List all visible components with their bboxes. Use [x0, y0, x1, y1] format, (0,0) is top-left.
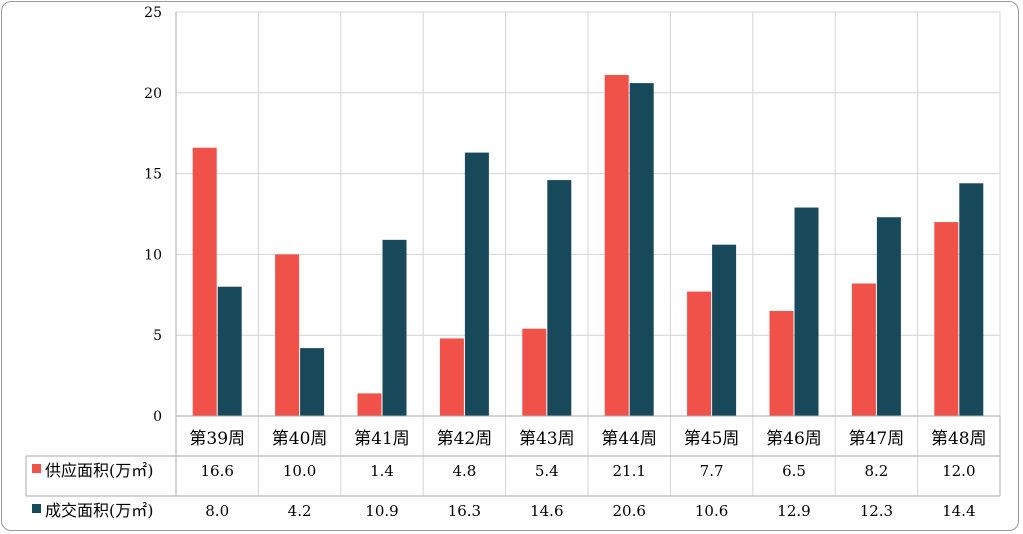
- bar-supply: [687, 291, 712, 416]
- y-tick-label: 10: [144, 247, 162, 263]
- y-tick-label: 5: [153, 328, 162, 344]
- table-value: 1.4: [370, 462, 394, 480]
- bar-transaction: [876, 217, 901, 416]
- x-tick-label: 第42周: [437, 429, 493, 449]
- table-value: 8.0: [205, 502, 229, 520]
- table-value: 4.2: [288, 502, 312, 520]
- axis-layer: 0 5 10 15 20 25: [144, 5, 1000, 425]
- table-value: 5.4: [535, 462, 559, 480]
- bar-transaction: [794, 207, 819, 416]
- x-tick-label: 第41周: [354, 429, 410, 449]
- bar-supply: [604, 75, 629, 417]
- bar-transaction: [959, 183, 984, 416]
- table-value: 8.2: [864, 462, 888, 480]
- legend-label: 成交面积(万㎡): [45, 501, 154, 520]
- y-tick-label: 25: [144, 5, 162, 21]
- table-value: 7.7: [700, 462, 724, 480]
- bar-transaction: [382, 239, 407, 416]
- table-value: 14.4: [942, 502, 975, 520]
- legend-label: 供应面积(万㎡): [45, 461, 154, 480]
- legend-key-supply: [32, 464, 41, 473]
- x-tick-label: 第39周: [189, 429, 245, 449]
- table-value: 10.0: [283, 462, 316, 480]
- y-tick-label: 15: [144, 167, 162, 183]
- data-table: 第39周 第40周 第41周 第42周 第43周 第44周 第45周 第46周 第47周 第48周…: [25, 416, 1001, 520]
- x-tick-label: 第46周: [766, 429, 822, 449]
- bar-supply: [192, 147, 217, 416]
- bar-supply: [851, 283, 876, 416]
- bar-supply: [439, 338, 464, 416]
- table-value: 6.5: [782, 462, 806, 480]
- y-tick-label: 20: [144, 86, 162, 102]
- table-value: 12.0: [942, 462, 975, 480]
- x-tick-label: 第47周: [849, 429, 905, 449]
- bar-transaction: [629, 83, 654, 416]
- legend-key-transaction: [32, 504, 41, 513]
- x-tick-label: 第40周: [272, 429, 328, 449]
- x-tick-label: 第45周: [684, 429, 740, 449]
- table-value: 20.6: [612, 502, 645, 520]
- table-value: 14.6: [530, 502, 563, 520]
- table-value: 12.3: [860, 502, 893, 520]
- bar-transaction: [712, 244, 737, 416]
- bar-transaction: [300, 348, 325, 416]
- bar-transaction: [547, 180, 572, 416]
- table-value: 16.3: [448, 502, 481, 520]
- table-value: 21.1: [612, 462, 645, 480]
- grid-layer: [175, 11, 1001, 496]
- bar-supply: [522, 328, 547, 416]
- table-value: 10.6: [695, 502, 728, 520]
- x-tick-label: 第48周: [931, 429, 987, 449]
- bar-supply: [357, 393, 382, 416]
- table-value: 12.9: [777, 502, 810, 520]
- table-value: 16.6: [200, 462, 233, 480]
- bar-supply: [275, 254, 300, 416]
- bars-layer: [192, 75, 984, 417]
- bar-transaction: [217, 286, 242, 416]
- bar-transaction: [464, 152, 489, 417]
- y-tick-label: 0: [153, 409, 162, 425]
- x-tick-label: 第44周: [601, 429, 657, 449]
- table-value: 4.8: [452, 462, 476, 480]
- x-tick-label: 第43周: [519, 429, 575, 449]
- bar-supply: [769, 310, 794, 416]
- bar-supply: [934, 222, 959, 416]
- table-value: 10.9: [365, 502, 398, 520]
